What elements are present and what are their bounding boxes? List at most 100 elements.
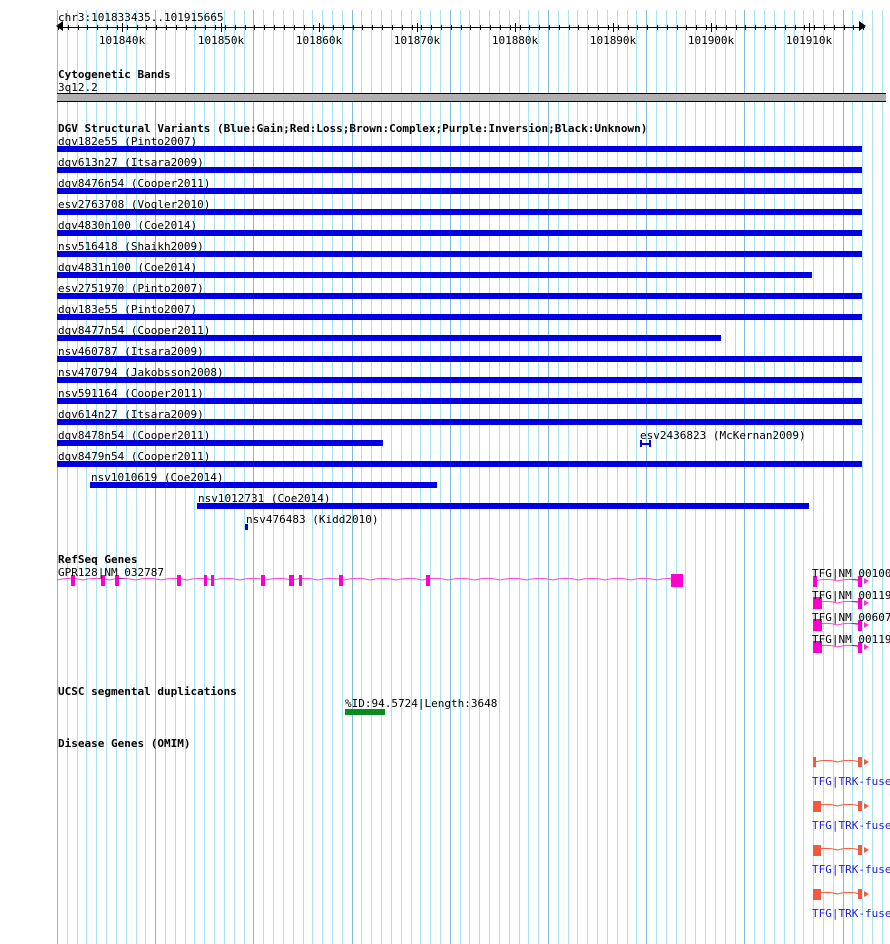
gridline	[725, 10, 726, 944]
dgv-variant-bar[interactable]	[57, 209, 862, 215]
dgv-variant-label: nsv460787 (Itsara2009)	[58, 345, 204, 358]
ruler-tick-minor	[323, 25, 324, 30]
segdup-bar[interactable]	[345, 709, 385, 715]
gridline	[136, 10, 137, 944]
ruler-tick-minor	[755, 25, 756, 30]
gene-strand-arrow-icon	[864, 578, 869, 584]
gridline	[175, 10, 176, 944]
dgv-variant-bar[interactable]	[90, 482, 437, 488]
interval-marker-icon[interactable]	[640, 440, 651, 447]
refseq-exon[interactable]	[426, 574, 430, 586]
dgv-variant-label: dgv8478n54 (Cooper2011)	[58, 429, 211, 442]
gridline	[352, 10, 353, 944]
refseq-side-gene-label: TFG|NM_001195	[812, 633, 890, 646]
gridline	[597, 10, 598, 944]
gridline	[67, 10, 68, 944]
gridline	[86, 10, 87, 944]
refseq-exon[interactable]	[71, 574, 75, 586]
dgv-variant-bar[interactable]	[57, 440, 383, 446]
omim-exon[interactable]	[813, 757, 816, 767]
dgv-variant-bar[interactable]	[245, 524, 248, 530]
gridline	[882, 10, 883, 944]
gridline	[194, 10, 195, 944]
refseq-exon[interactable]	[339, 574, 343, 586]
refseq-side-exon[interactable]	[813, 641, 822, 653]
dgv-variant-bar[interactable]	[57, 167, 862, 173]
ruler-tick-minor	[804, 25, 805, 30]
coordinate-ruler[interactable]: chr3:101833435..101915665 101840k 101850k…	[0, 0, 890, 60]
omim-exon[interactable]	[813, 844, 821, 856]
dgv-variant-bar[interactable]	[57, 272, 812, 278]
dgv-variant-bar[interactable]	[57, 335, 721, 341]
dgv-variant-label: dgv8476n54 (Cooper2011)	[58, 177, 211, 190]
dgv-variant-bar[interactable]	[57, 146, 862, 152]
ruler-tick-minor	[696, 25, 697, 30]
refseq-side-exon[interactable]	[813, 597, 822, 609]
gridline	[519, 10, 520, 944]
refseq-exon[interactable]	[101, 574, 105, 586]
refseq-side-exon[interactable]	[858, 641, 862, 653]
ruler-tick-major	[613, 23, 614, 32]
dgv-variant-bar[interactable]	[57, 251, 862, 257]
dgv-variant-label: dgv182e55 (Pinto2007)	[58, 135, 198, 148]
omim-exon[interactable]	[858, 757, 862, 767]
ruler-tick-minor	[78, 25, 79, 30]
dgv-variant-bar[interactable]	[57, 398, 862, 404]
gridline	[303, 10, 304, 944]
refseq-side-exon[interactable]	[858, 619, 862, 631]
omim-exon[interactable]	[813, 888, 821, 900]
omim-exon[interactable]	[813, 800, 821, 812]
arrow-right-icon[interactable]	[859, 21, 866, 31]
ruler-tick-minor	[785, 25, 786, 30]
refseq-exon[interactable]	[289, 574, 294, 586]
gridline	[293, 10, 294, 944]
dgv-variant-bar[interactable]	[57, 356, 862, 362]
refseq-exon[interactable]	[211, 574, 214, 586]
dgv-variant-label: nsv1012731 (Coe2014)	[198, 492, 331, 505]
ruler-tick-minor	[343, 25, 344, 30]
gridline	[273, 10, 274, 944]
dgv-variant-bar[interactable]	[57, 419, 862, 425]
gene-strand-arrow-icon	[864, 759, 869, 765]
refseq-side-exon[interactable]	[858, 575, 862, 587]
dgv-variant-bar[interactable]	[57, 314, 862, 320]
refseq-side-exon[interactable]	[858, 597, 862, 609]
refseq-exon[interactable]	[177, 574, 181, 586]
dgv-variant-bar[interactable]	[57, 230, 862, 236]
dgv-variant-label: esv2751970 (Pinto2007)	[58, 282, 204, 295]
ruler-tick-label: 101870k	[393, 34, 441, 47]
dgv-variant-bar[interactable]	[57, 377, 862, 383]
omim-exon[interactable]	[858, 801, 862, 811]
ruler-tick-major	[319, 23, 320, 32]
dgv-variant-bar[interactable]	[57, 461, 862, 467]
ruler-tick-minor	[146, 25, 147, 30]
refseq-exon[interactable]	[671, 573, 683, 587]
ruler-tick-minor	[225, 25, 226, 30]
gridline	[185, 10, 186, 944]
dgv-variant-bar[interactable]	[57, 188, 862, 194]
dgv-variant-bar[interactable]	[197, 503, 809, 509]
refseq-side-exon[interactable]	[813, 575, 817, 587]
omim-intron-line	[814, 803, 861, 807]
ruler-tick-minor	[608, 25, 609, 30]
refseq-side-exon[interactable]	[813, 619, 822, 631]
ruler-tick-minor	[647, 25, 648, 30]
refseq-exon[interactable]	[299, 574, 302, 586]
gridline	[872, 10, 873, 944]
gridline	[774, 10, 775, 944]
omim-exon[interactable]	[858, 889, 862, 899]
refseq-exon[interactable]	[115, 574, 119, 586]
ruler-tick-minor	[333, 25, 334, 30]
refseq-side-intron-line	[814, 578, 861, 582]
cytoband-bar[interactable]	[57, 93, 886, 102]
refseq-exon[interactable]	[261, 574, 265, 586]
ruler-tick-minor	[166, 25, 167, 30]
refseq-exon[interactable]	[204, 574, 207, 586]
ruler-tick-label: 101860k	[295, 34, 343, 47]
ruler-tick-minor	[795, 25, 796, 30]
dgv-variant-bar[interactable]	[57, 293, 862, 299]
gridline	[283, 10, 284, 944]
omim-exon[interactable]	[858, 845, 862, 855]
arrow-left-icon[interactable]	[56, 21, 63, 31]
